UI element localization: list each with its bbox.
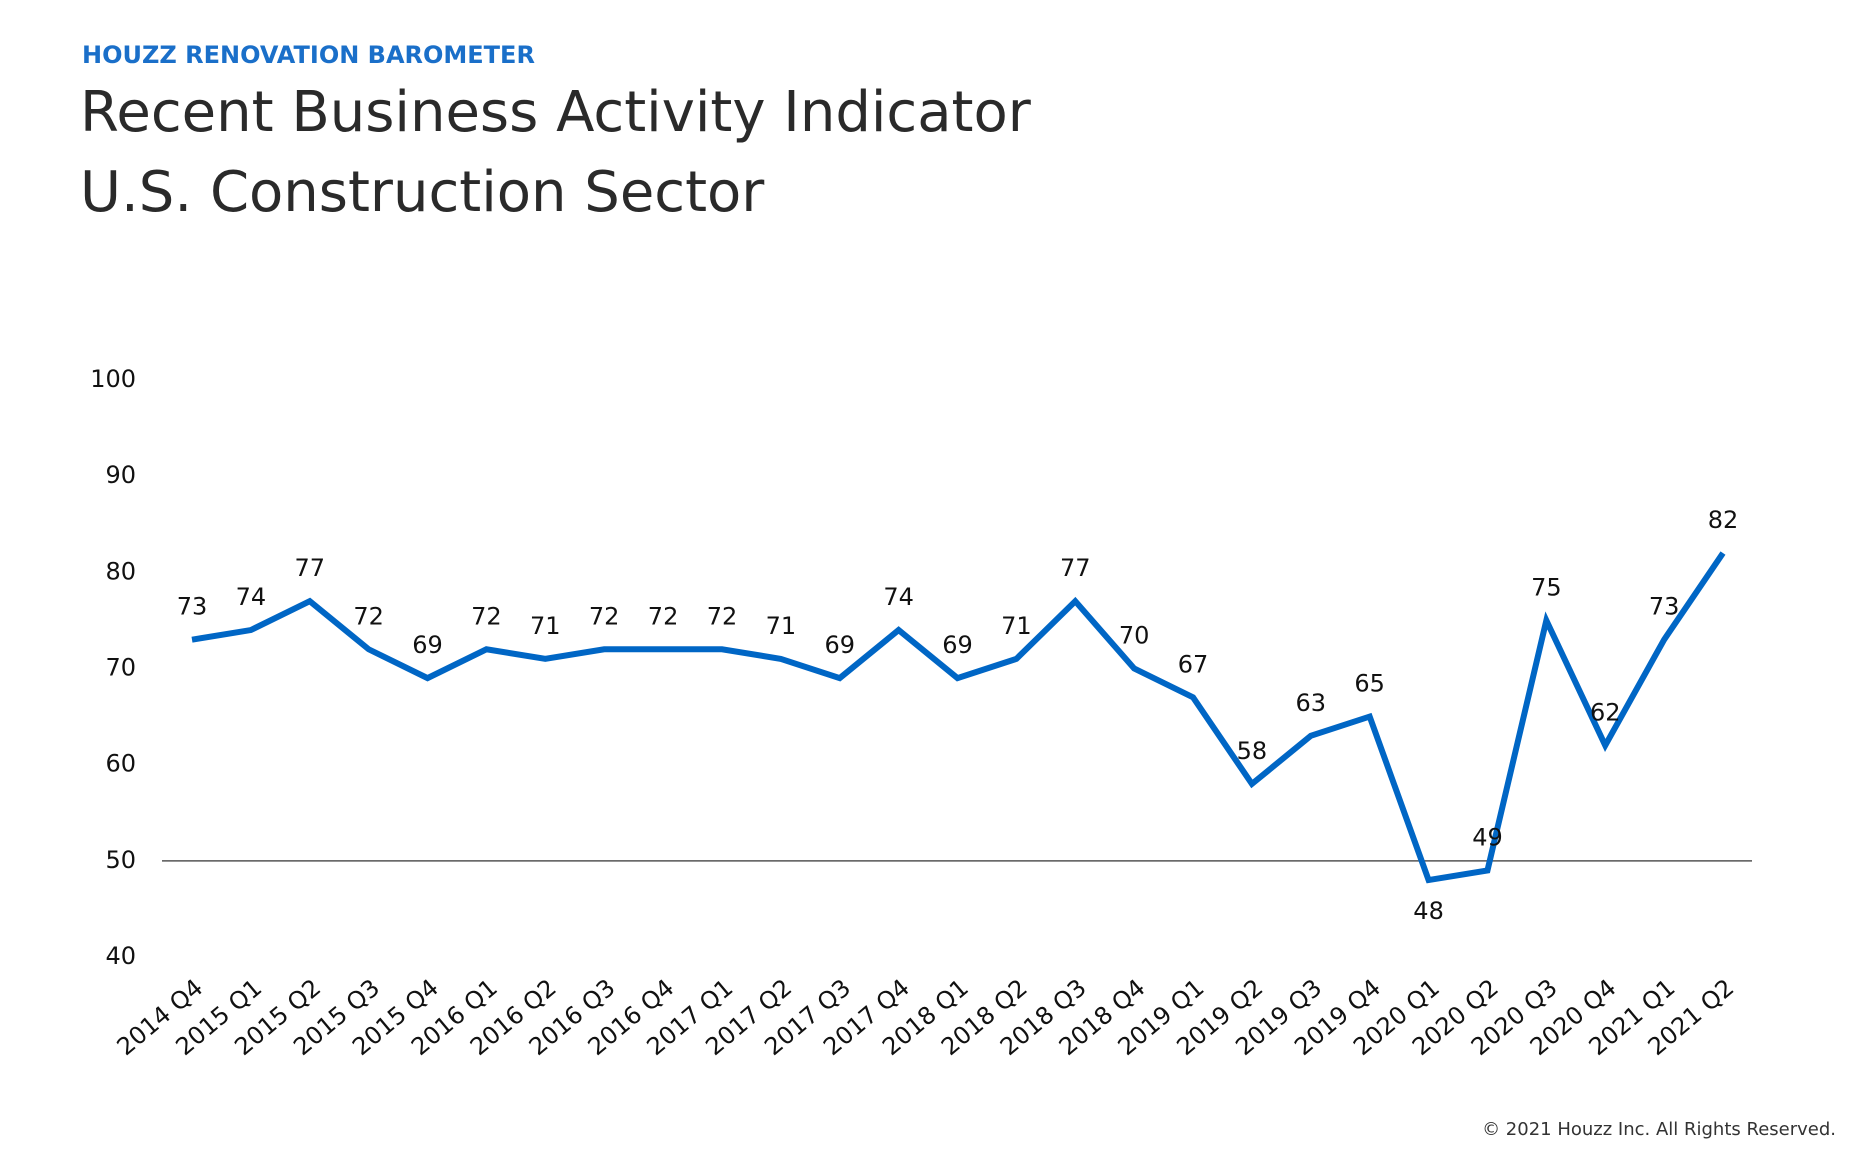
data-label: 62	[1590, 698, 1621, 726]
chart-title: Recent Business Activity Indicator	[80, 80, 1032, 145]
data-label: 74	[236, 583, 267, 611]
y-tick-label: 40	[105, 942, 136, 970]
chart-title: U.S. Construction Sector	[80, 160, 765, 225]
header: HOUZZ RENOVATION BAROMETER	[82, 41, 535, 69]
data-label: 82	[1708, 506, 1739, 534]
data-label: 63	[1296, 689, 1327, 717]
y-tick-label: 60	[105, 750, 136, 778]
data-label: 69	[412, 631, 443, 659]
data-label: 71	[530, 612, 561, 640]
data-label: 71	[1001, 612, 1032, 640]
y-tick-label: 50	[105, 846, 136, 874]
data-label: 70	[1119, 622, 1150, 650]
footer: © 2021 Houzz Inc. All Rights Reserved.	[1482, 1119, 1836, 1140]
data-label: 48	[1413, 897, 1444, 925]
data-label: 69	[824, 631, 855, 659]
data-label: 65	[1354, 670, 1385, 698]
y-tick-label: 80	[105, 557, 136, 585]
data-label: 72	[353, 602, 384, 630]
data-label: 72	[589, 602, 620, 630]
data-label: 58	[1237, 737, 1268, 765]
data-label: 73	[1649, 593, 1680, 621]
data-label: 77	[1060, 554, 1091, 582]
data-label: 75	[1531, 573, 1562, 601]
data-label: 69	[942, 631, 973, 659]
data-label: 49	[1472, 823, 1503, 851]
line-series	[191, 551, 1726, 884]
y-tick-label: 90	[105, 461, 136, 489]
data-label: 67	[1178, 650, 1209, 678]
data-label: 77	[294, 554, 325, 582]
y-tick-label: 70	[105, 654, 136, 682]
data-label: 72	[648, 602, 679, 630]
data-label: 73	[177, 593, 208, 621]
y-tick-label: 100	[90, 365, 136, 393]
data-label: 71	[766, 612, 797, 640]
data-label: 72	[471, 602, 502, 630]
data-label: 72	[707, 602, 738, 630]
data-label: 74	[883, 583, 914, 611]
